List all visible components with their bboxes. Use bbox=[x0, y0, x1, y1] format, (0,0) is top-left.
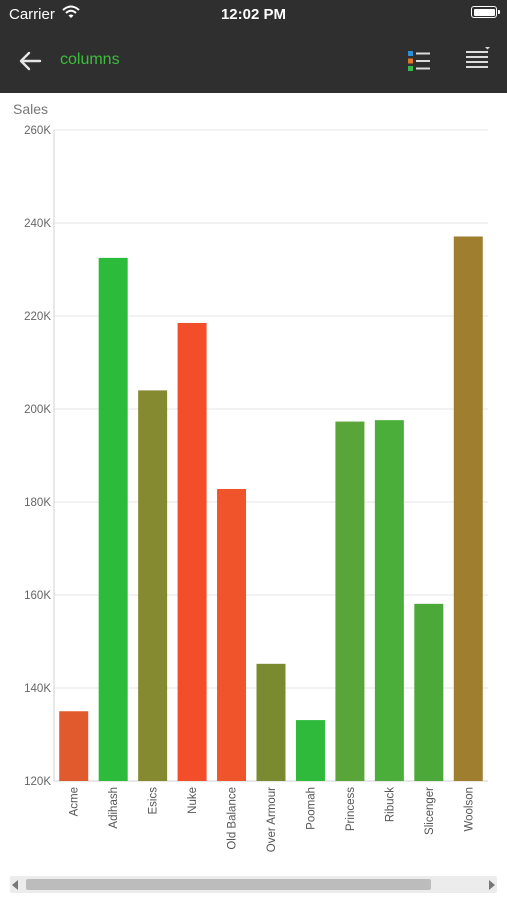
bar-poomah[interactable] bbox=[295, 720, 325, 781]
x-tick-label: Slicenger bbox=[424, 787, 436, 835]
bar-slicenger[interactable] bbox=[414, 603, 444, 781]
bar-woolson[interactable] bbox=[453, 236, 483, 782]
navigation-bar: columns bbox=[0, 36, 507, 86]
battery-icon bbox=[471, 6, 500, 18]
menu-icon[interactable] bbox=[462, 46, 492, 74]
carrier-label: Carrier bbox=[9, 6, 55, 23]
horizontal-scrollbar[interactable] bbox=[10, 876, 497, 893]
bar-old-balance[interactable] bbox=[217, 488, 247, 781]
y-tick-label: 200K bbox=[24, 404, 51, 416]
y-axis-title: Sales bbox=[13, 101, 48, 117]
app-header: Carrier 12:02 PM columns bbox=[0, 0, 507, 93]
bar-esics[interactable] bbox=[138, 390, 168, 781]
page-title: columns bbox=[60, 51, 120, 68]
wifi-icon bbox=[62, 5, 80, 18]
x-tick-label: Acme bbox=[69, 787, 81, 816]
y-tick-label: 160K bbox=[24, 590, 51, 602]
bar-acme[interactable] bbox=[59, 711, 89, 781]
scroll-left-arrow-icon[interactable] bbox=[12, 880, 18, 890]
scroll-thumb[interactable] bbox=[26, 879, 431, 890]
x-tick-label: Adihash bbox=[108, 787, 120, 829]
bar-over-armour[interactable] bbox=[256, 663, 286, 781]
x-tick-label: Over Armour bbox=[266, 787, 278, 852]
bar-princess[interactable] bbox=[335, 421, 365, 781]
y-tick-label: 120K bbox=[24, 776, 51, 788]
scroll-right-arrow-icon[interactable] bbox=[489, 880, 495, 890]
x-tick-label: Nuke bbox=[187, 787, 199, 814]
x-tick-label: Ribuck bbox=[384, 787, 396, 822]
y-tick-label: 180K bbox=[24, 497, 51, 509]
bar-nuke[interactable] bbox=[177, 322, 207, 781]
bar-adihash[interactable] bbox=[98, 257, 128, 781]
y-tick-label: 140K bbox=[24, 683, 51, 695]
y-tick-label: 260K bbox=[24, 125, 51, 137]
legend-toggle-icon[interactable] bbox=[404, 48, 434, 74]
column-chart: Sales 120K 140K 160K 180K 200K 220K 240K 260K Acm… bbox=[13, 101, 488, 852]
x-tick-label: Woolson bbox=[463, 787, 475, 832]
x-tick-label: Esics bbox=[148, 787, 160, 815]
bar-ribuck[interactable] bbox=[374, 420, 404, 781]
status-time: 12:02 PM bbox=[220, 6, 287, 23]
x-tick-label: Old Balance bbox=[227, 787, 239, 850]
back-button[interactable] bbox=[14, 46, 48, 76]
chart-area: Sales 120K 140K 160K 180K 200K 220K 240K 260K Acm… bbox=[0, 93, 507, 873]
y-tick-label: 240K bbox=[24, 218, 51, 230]
status-bar: Carrier 12:02 PM bbox=[0, 0, 507, 28]
x-tick-label: Princess bbox=[345, 787, 357, 831]
y-tick-label: 220K bbox=[24, 311, 51, 323]
x-tick-label: Poomah bbox=[305, 787, 317, 830]
